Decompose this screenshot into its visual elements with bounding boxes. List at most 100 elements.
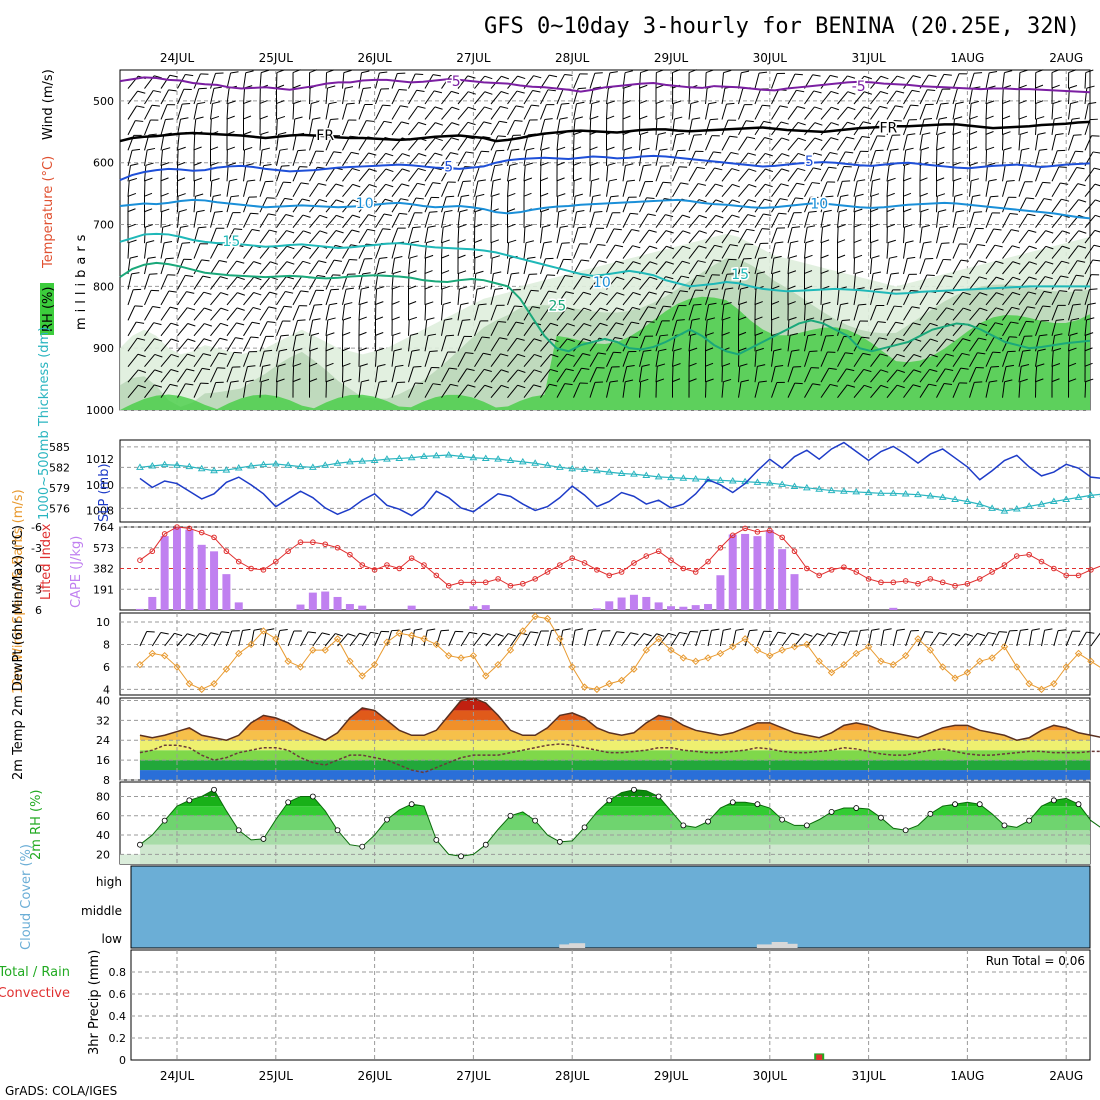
upper-wind-barb-flag <box>748 152 756 156</box>
upper-wind-barb-flag <box>236 307 245 311</box>
upper-wind-barb-flag <box>1044 214 1053 218</box>
upper-wind-barb-flag <box>697 260 706 263</box>
upper-wind-barb-flag <box>259 100 268 104</box>
wind-speed-point <box>852 649 860 658</box>
upper-wind-barb-flag <box>270 261 279 265</box>
upper-wind-barb <box>1084 88 1088 105</box>
upper-wind-barb-flag <box>394 256 403 259</box>
li-point <box>445 582 452 589</box>
date-label-bottom: 31JUL <box>851 1069 886 1083</box>
upper-wind-barb <box>985 351 994 367</box>
wind-speed-point <box>951 674 959 682</box>
isotherm-label: FR <box>316 128 334 144</box>
upper-wind-barb <box>952 307 964 321</box>
upper-wind-barb <box>903 354 915 368</box>
upper-wind-barb-flag <box>864 75 872 80</box>
upper-wind-barb <box>210 196 214 213</box>
surface-wind-barb-flag <box>469 631 478 635</box>
upper-wind-barb <box>1051 260 1062 275</box>
upper-wind-barb <box>705 289 711 306</box>
upper-wind-barb <box>804 106 815 120</box>
upper-wind-barb-flag <box>758 380 767 383</box>
temp-band <box>139 770 1090 780</box>
upper-wind-barb <box>441 384 451 398</box>
upper-wind-barb <box>655 335 661 352</box>
upper-wind-barb <box>1084 103 1089 120</box>
upper-wind-barb <box>1018 245 1030 259</box>
upper-wind-barb <box>309 87 311 105</box>
upper-wind-barb-flag <box>722 363 731 367</box>
upper-wind-barb-flag <box>195 116 204 120</box>
upper-wind-barb-flag <box>203 291 212 295</box>
upper-wind-barb-flag <box>798 137 807 142</box>
upper-wind-barb-flag <box>153 90 162 93</box>
upper-wind-barb <box>705 72 707 89</box>
upper-wind-barb <box>556 353 568 368</box>
upper-wind-barb-flag <box>1062 230 1071 234</box>
upper-wind-barb-flag <box>970 178 979 182</box>
upper-wind-barb-flag <box>285 214 294 217</box>
wind-speed-point <box>679 654 688 662</box>
upper-wind-barb-flag <box>814 152 822 156</box>
upper-wind-barb <box>672 166 680 182</box>
upper-wind-barb-flag <box>160 192 169 197</box>
upper-wind-barb-flag <box>789 332 798 336</box>
upper-wind-barb <box>804 212 810 228</box>
upper-wind-barb-flag <box>658 348 667 352</box>
upper-wind-barb-flag <box>285 291 294 294</box>
upper-wind-barb <box>771 198 781 213</box>
thickness-point <box>901 490 910 497</box>
upper-wind-barb <box>1002 245 1013 259</box>
rh-point <box>705 818 711 825</box>
wind-speed-point <box>346 657 354 666</box>
upper-wind-barb-flag <box>755 301 763 305</box>
precip-panel: 00.20.40.60.8 Run Total = 0.06 Total / R… <box>0 949 1091 1067</box>
upper-wind-barb <box>160 290 170 306</box>
upper-wind-barb <box>886 135 893 151</box>
thickness-point <box>271 459 280 467</box>
upper-wind-barb-flag <box>526 147 535 151</box>
upper-wind-barb-flag <box>978 260 987 263</box>
upper-wind-barb-flag <box>335 230 344 234</box>
surface-wind-barb <box>880 630 885 647</box>
upper-wind-barb <box>985 72 990 89</box>
surface-wind-barb-flag <box>402 628 411 631</box>
upper-wind-barb-flag <box>432 74 441 77</box>
upper-wind-barb <box>210 212 216 228</box>
upper-wind-barb-flag <box>294 116 303 120</box>
upper-wind-barb <box>309 134 315 151</box>
thickness-tick-label: 585 <box>49 441 70 454</box>
wind-speed-point <box>580 683 589 691</box>
upper-wind-barb-flag <box>302 260 311 265</box>
upper-wind-barb <box>243 307 254 321</box>
upper-wind-barb-flag <box>641 147 650 151</box>
upper-wind-barb <box>639 134 642 151</box>
upper-wind-barb <box>672 290 681 306</box>
upper-wind-barb <box>820 91 832 105</box>
upper-wind-barb <box>804 122 816 136</box>
upper-wind-barb <box>985 366 992 383</box>
upper-wind-barb <box>804 304 806 321</box>
upper-wind-barb <box>688 304 695 321</box>
upper-wind-barb-flag <box>500 353 509 357</box>
surface-wind-barb <box>238 630 244 647</box>
upper-wind-barb-flag <box>144 208 153 213</box>
surface-wind-barb <box>633 633 645 647</box>
upper-wind-barb <box>705 135 713 151</box>
upper-wind-barb-flag <box>896 75 905 79</box>
upper-wind-barb <box>210 307 222 321</box>
upper-wind-barb <box>754 183 766 198</box>
upper-wind-barb-flag <box>180 117 189 120</box>
upper-wind-barb-flag <box>1002 100 1011 104</box>
surface-wind-barb-flag <box>279 629 288 632</box>
wind-speed-point <box>840 660 848 669</box>
rh-tick-label: 60 <box>96 810 110 823</box>
upper-wind-barb-flag <box>367 228 376 232</box>
upper-wind-barb-flag <box>201 367 211 371</box>
upper-wind-barb <box>886 338 897 352</box>
upper-wind-barb <box>870 106 881 120</box>
upper-wind-barb <box>210 276 221 290</box>
upper-wind-barb-flag <box>590 162 599 166</box>
upper-wind-barb-flag <box>1039 334 1048 337</box>
upper-wind-barb-flag <box>698 199 707 203</box>
